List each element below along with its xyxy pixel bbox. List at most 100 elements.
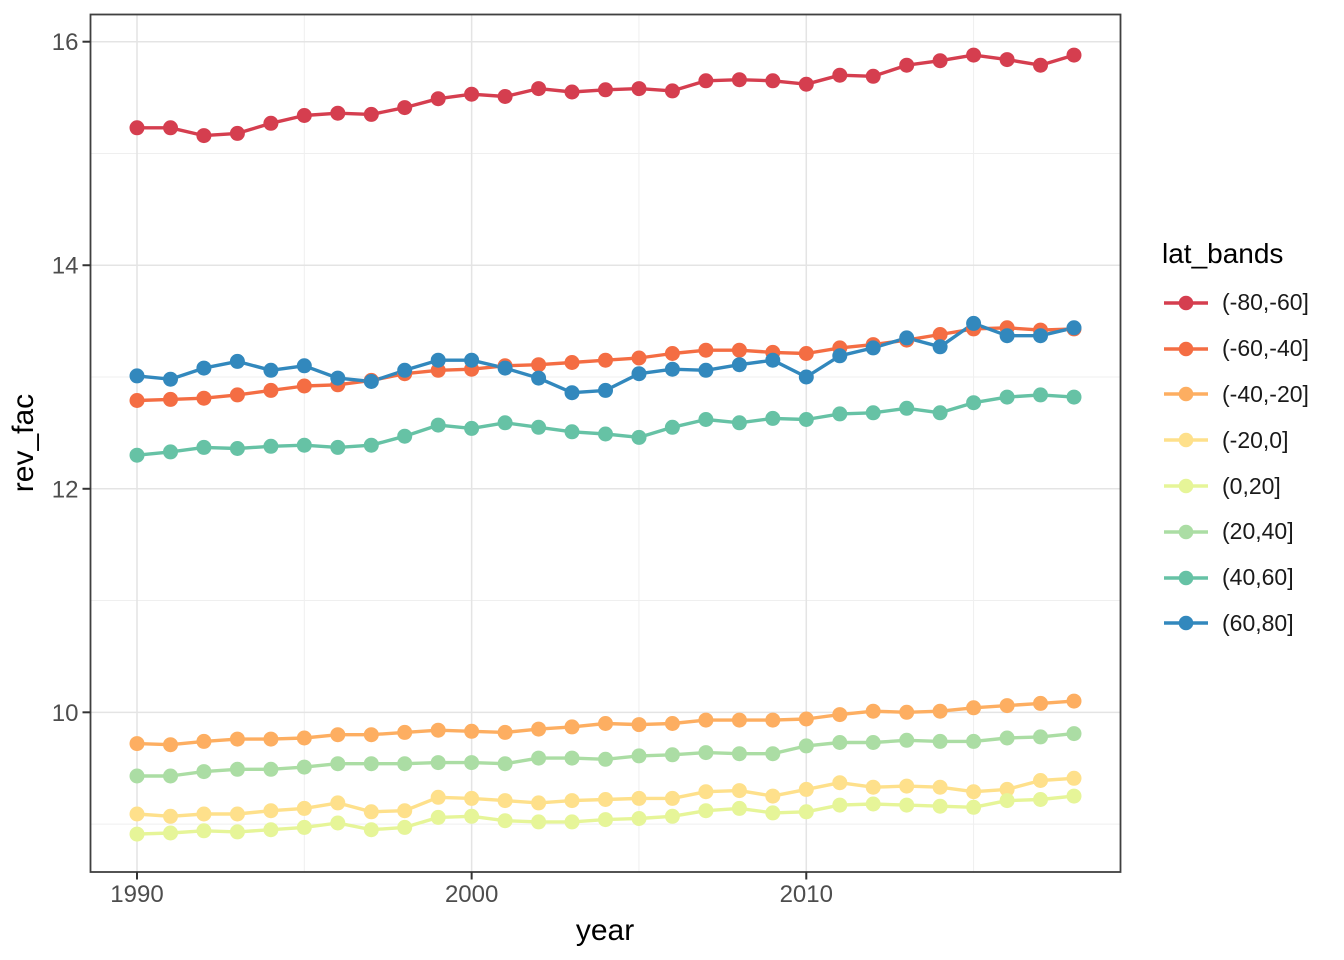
data-point [296, 730, 312, 746]
data-point [731, 72, 747, 88]
data-point [631, 366, 647, 382]
data-point [163, 825, 178, 841]
data-point [698, 745, 714, 761]
data-point [999, 328, 1015, 344]
data-point [932, 327, 948, 342]
data-point [196, 733, 212, 749]
data-point [330, 727, 346, 743]
legend-entry-label: (-40,-20] [1222, 380, 1309, 407]
data-point [832, 775, 848, 791]
data-point [229, 353, 245, 369]
data-point [899, 778, 915, 794]
data-point [664, 808, 680, 824]
data-point [798, 346, 814, 361]
data-point [263, 803, 279, 819]
data-point [129, 120, 145, 136]
data-point [1066, 726, 1082, 742]
legend: lat_bands (-80,-60] (-60,-40] (-40,-20] (-2… [1162, 238, 1342, 646]
data-point [296, 358, 312, 374]
data-point [497, 813, 513, 829]
data-point [1033, 792, 1048, 807]
data-point [966, 47, 982, 63]
data-point [129, 447, 145, 463]
data-point [865, 779, 881, 795]
data-point [196, 128, 212, 144]
data-point [999, 730, 1015, 746]
data-point [798, 76, 814, 92]
data-point [598, 82, 613, 98]
data-point [798, 738, 814, 754]
legend-entry: (40,60] [1164, 555, 1342, 601]
data-point [1033, 773, 1048, 788]
data-point [263, 362, 279, 378]
data-point [397, 428, 413, 444]
data-point [999, 698, 1015, 714]
data-point [865, 340, 881, 356]
data-point [598, 426, 613, 442]
legend-key-icon [1164, 524, 1208, 540]
data-point [765, 410, 781, 426]
legend-key-icon [1164, 432, 1208, 448]
data-point [1066, 320, 1082, 336]
data-point [129, 368, 145, 384]
data-point [263, 761, 279, 777]
data-point [129, 736, 145, 752]
data-point [731, 342, 747, 358]
data-point [531, 721, 547, 737]
data-point [330, 815, 346, 831]
data-point [363, 756, 379, 772]
data-point [129, 826, 145, 842]
legend-entry-label: (-60,-40] [1222, 335, 1309, 362]
data-point [531, 419, 547, 435]
data-point [497, 415, 513, 431]
data-point [664, 346, 680, 361]
data-point [1033, 729, 1048, 745]
legend-title: lat_bands [1162, 238, 1284, 269]
data-point [330, 105, 346, 121]
data-point [899, 704, 915, 720]
data-point [363, 106, 379, 122]
data-point [163, 120, 178, 136]
data-point [765, 712, 781, 728]
data-point [932, 779, 948, 795]
data-point [899, 330, 915, 346]
data-point [163, 391, 178, 407]
data-point [196, 390, 212, 406]
data-point [363, 437, 379, 453]
data-point [464, 723, 480, 739]
data-point [296, 437, 312, 453]
data-point [263, 822, 279, 838]
data-point [464, 808, 480, 824]
data-point [263, 438, 279, 454]
data-point [531, 814, 547, 830]
data-point [966, 315, 982, 331]
data-point [731, 800, 747, 816]
data-point [1066, 693, 1082, 709]
data-point [229, 824, 245, 840]
data-point [664, 716, 680, 731]
data-point [129, 806, 145, 822]
legend-key-icon [1164, 616, 1208, 631]
data-point [798, 369, 814, 385]
data-point [999, 52, 1015, 68]
data-point [296, 800, 312, 816]
data-point [464, 755, 480, 771]
x-tick-label: 2010 [780, 881, 833, 908]
data-point [798, 804, 814, 820]
legend-entry: (-40,-20] [1164, 372, 1342, 418]
data-point [832, 348, 848, 364]
data-point [932, 339, 948, 355]
legend-entry: (0,20] [1164, 463, 1342, 509]
data-point [765, 805, 781, 821]
data-point [631, 429, 647, 445]
data-point [1066, 788, 1082, 804]
data-point [664, 419, 680, 435]
data-point [932, 798, 948, 814]
x-tick-label: 1990 [110, 881, 163, 908]
data-point [464, 420, 480, 436]
data-point [330, 756, 346, 772]
data-point [263, 382, 279, 398]
legend-entry: (20,40] [1164, 509, 1342, 555]
